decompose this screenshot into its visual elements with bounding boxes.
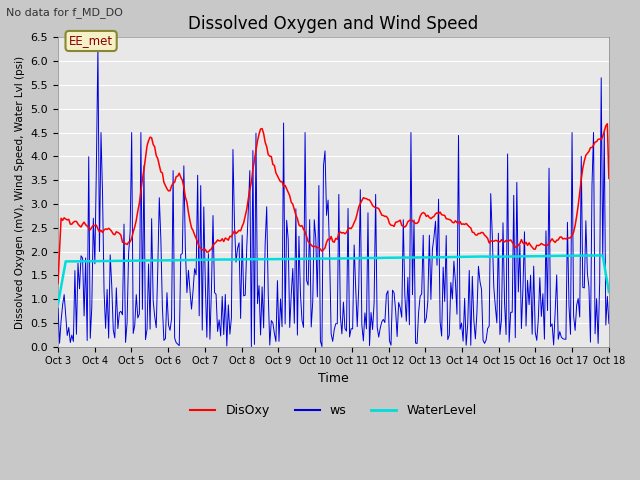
WaterLevel (237, 256, 244, 262)
DisOxy (237, 228, 244, 234)
X-axis label: Time: Time (318, 372, 349, 385)
DisOxy (574, 203, 582, 208)
ws (54, 305, 62, 311)
Line: DisOxy: DisOxy (58, 124, 609, 284)
ws (220, 332, 228, 337)
ws (296, 291, 304, 297)
DisOxy (246, 187, 253, 192)
DisOxy (604, 121, 611, 127)
WaterLevel (122, 258, 129, 264)
ws (94, 44, 102, 50)
ws (577, 154, 585, 159)
WaterLevel (574, 252, 582, 258)
WaterLevel (54, 301, 62, 307)
WaterLevel (295, 256, 303, 262)
Legend: DisOxy, ws, WaterLevel: DisOxy, ws, WaterLevel (186, 399, 481, 422)
ws (124, 320, 131, 325)
Title: Dissolved Oxygen and Wind Speed: Dissolved Oxygen and Wind Speed (188, 15, 479, 33)
WaterLevel (218, 257, 226, 263)
ws (248, 344, 255, 349)
DisOxy (295, 222, 303, 228)
Line: ws: ws (58, 47, 609, 347)
ws (238, 232, 246, 238)
DisOxy (122, 241, 129, 247)
ws (605, 321, 612, 326)
ws (318, 344, 326, 349)
Text: No data for f_MD_DO: No data for f_MD_DO (6, 7, 124, 18)
WaterLevel (596, 252, 604, 258)
DisOxy (218, 236, 226, 241)
DisOxy (54, 281, 62, 287)
WaterLevel (605, 289, 612, 295)
Line: WaterLevel: WaterLevel (58, 255, 609, 304)
DisOxy (605, 176, 612, 181)
WaterLevel (246, 256, 253, 262)
Y-axis label: Dissolved Oxygen (mV), Wind Speed, Water Lvl (psi): Dissolved Oxygen (mV), Wind Speed, Water… (15, 56, 25, 329)
Text: EE_met: EE_met (69, 35, 113, 48)
